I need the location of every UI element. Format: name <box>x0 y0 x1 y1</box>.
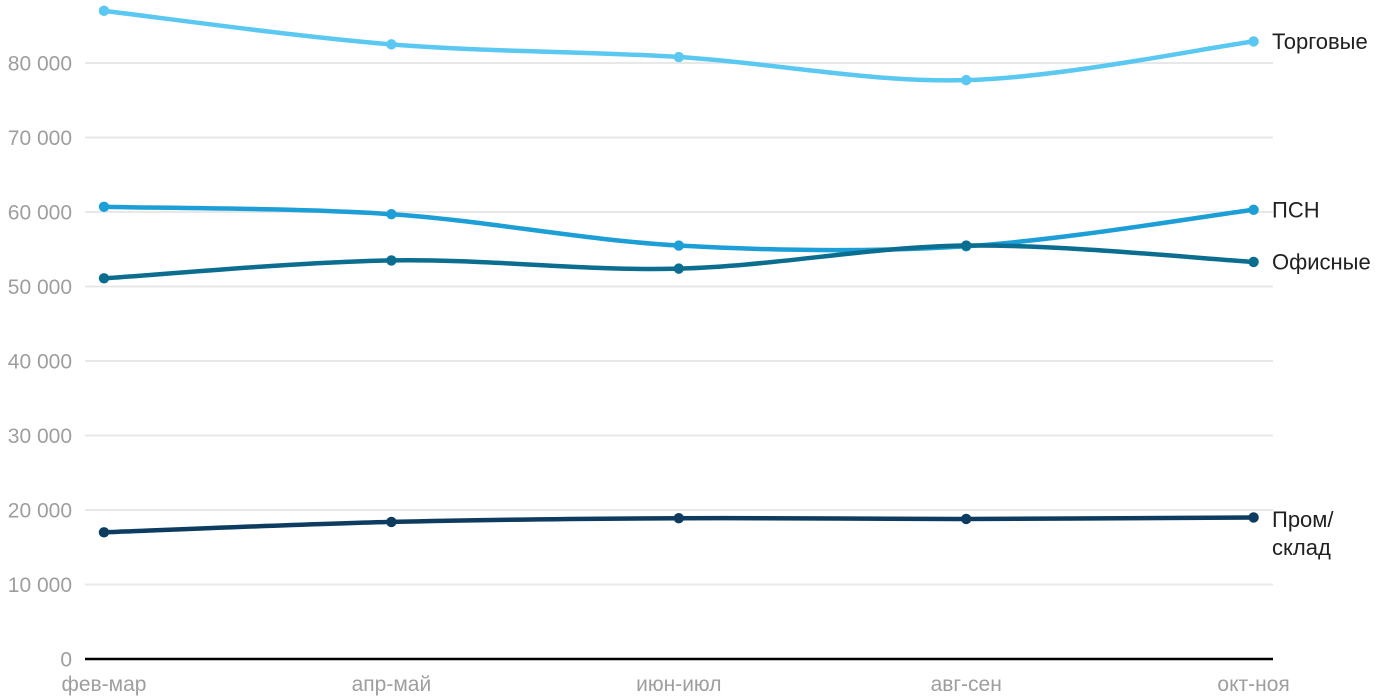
series-label-3: склад <box>1272 535 1331 560</box>
x-tick-label: авг-сен <box>931 673 1002 696</box>
data-point-3-2[interactable] <box>673 512 684 524</box>
data-point-3-4[interactable] <box>1248 512 1259 523</box>
data-point-0-4[interactable] <box>1248 36 1259 47</box>
series-label-3: Пром/ <box>1272 507 1334 532</box>
data-point-0-2[interactable] <box>673 51 684 63</box>
data-point-1-2[interactable] <box>673 240 684 251</box>
y-tick-label: 80 000 <box>8 52 72 75</box>
data-point-0-0[interactable] <box>98 5 110 17</box>
series-line-0[interactable] <box>101 8 1256 83</box>
data-point-0-3[interactable] <box>961 74 972 86</box>
y-tick-label: 0 <box>60 648 72 671</box>
y-tick-label: 60 000 <box>8 201 72 224</box>
data-point-1-1[interactable] <box>386 209 397 220</box>
y-tick-label: 50 000 <box>8 276 72 299</box>
data-point-2-1[interactable] <box>386 255 397 266</box>
data-point-2-2[interactable] <box>673 263 684 274</box>
x-tick-label: апр-май <box>352 673 432 696</box>
data-point-2-4[interactable] <box>1248 256 1259 268</box>
data-point-3-3[interactable] <box>961 513 972 525</box>
series-label-0: Торговые <box>1272 29 1368 54</box>
y-tick-label: 40 000 <box>8 350 72 373</box>
data-point-2-0[interactable] <box>98 273 110 284</box>
data-point-1-4[interactable] <box>1248 204 1259 215</box>
data-point-1-0[interactable] <box>98 201 110 212</box>
data-point-2-3[interactable] <box>961 240 972 251</box>
y-tick-label: 20 000 <box>8 499 72 522</box>
x-tick-label: фев-мар <box>62 673 147 696</box>
y-tick-label: 30 000 <box>8 425 72 448</box>
x-tick-label: окт-ноя <box>1217 673 1289 696</box>
data-point-3-1[interactable] <box>386 516 397 528</box>
y-tick-label: 10 000 <box>8 574 72 597</box>
data-point-3-0[interactable] <box>98 527 110 538</box>
y-tick-label: 70 000 <box>8 127 72 150</box>
series-label-2: Офисные <box>1272 250 1371 275</box>
series-label-1: ПСН <box>1272 197 1320 222</box>
x-tick-label: июн-июл <box>636 673 721 696</box>
data-point-0-1[interactable] <box>386 39 397 50</box>
